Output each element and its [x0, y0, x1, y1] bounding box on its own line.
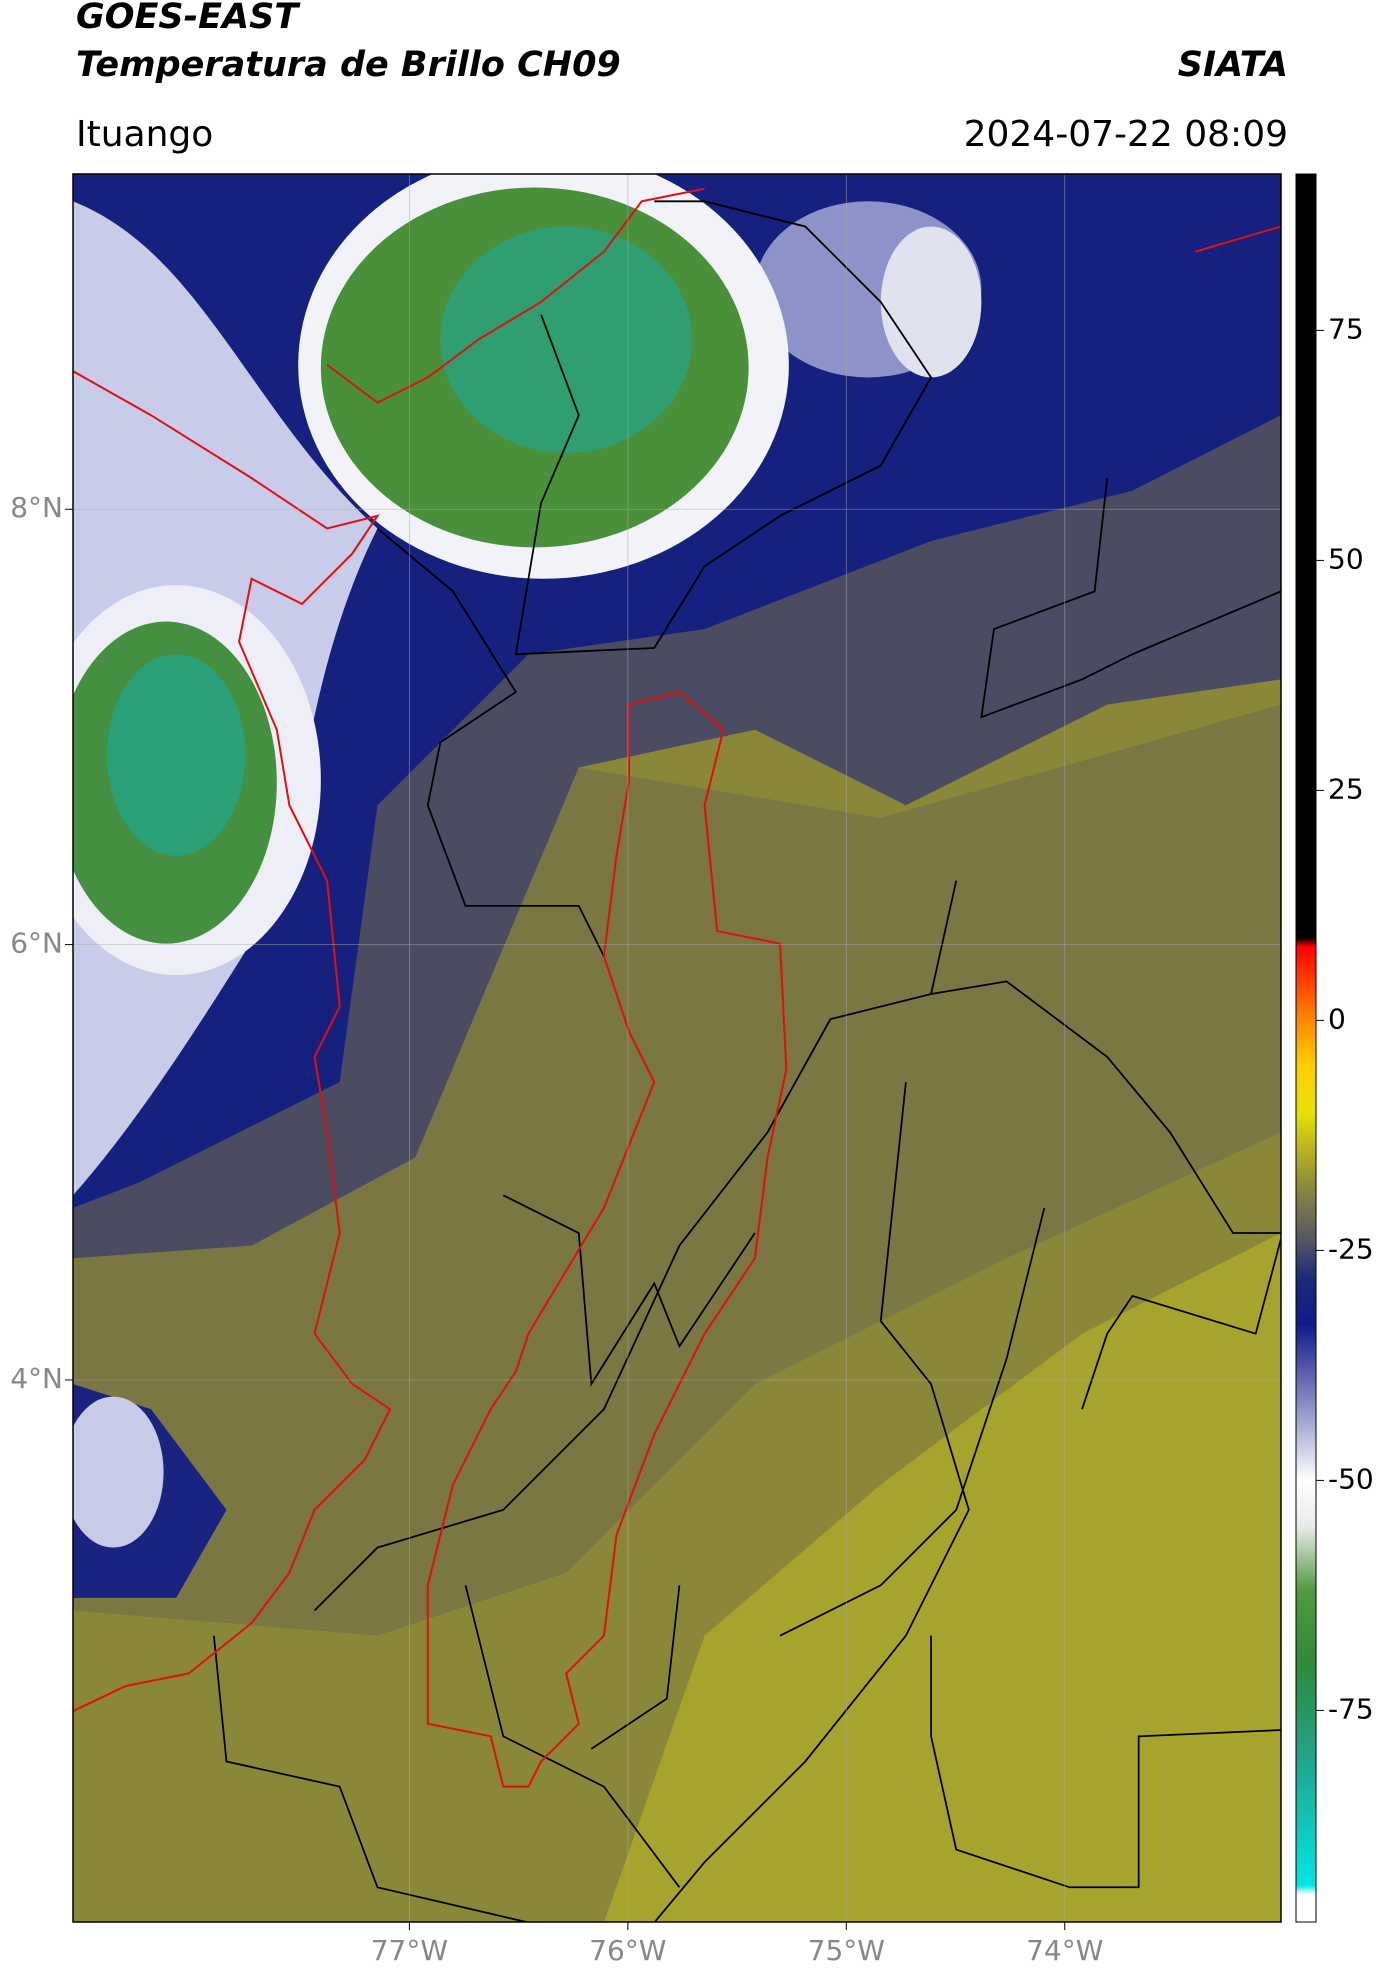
x-tick-label: 77°W: [371, 1934, 448, 1967]
map-frame: [72, 173, 1282, 1923]
x-tick-label: 76°W: [589, 1934, 666, 1967]
y-tick-label: 6°N: [10, 927, 63, 960]
colorbar-tick-label: -50: [1328, 1462, 1374, 1495]
brand: SIATA: [1178, 45, 1288, 85]
colorbar-tick-label: 75: [1328, 312, 1364, 345]
datetime: 2024-07-22 08:09: [964, 114, 1288, 155]
colorbar-tick-label: -75: [1328, 1692, 1374, 1725]
colorbar-tick-label: 0: [1328, 1002, 1346, 1035]
title: GOES-EAST: [76, 0, 301, 37]
colorbar-tick-label: 50: [1328, 542, 1364, 575]
y-tick-label: 8°N: [10, 491, 63, 524]
map-image: [73, 174, 1281, 1922]
colorbar-tick-label: 25: [1328, 772, 1364, 805]
y-tick-label: 4°N: [10, 1362, 63, 1395]
location: Ituango: [76, 114, 213, 155]
colorbar-tick-label: -25: [1328, 1232, 1374, 1265]
x-tick-label: 74°W: [1026, 1934, 1103, 1967]
subtitle: Temperatura de Brillo CH09: [76, 45, 621, 85]
x-tick-label: 75°W: [808, 1934, 885, 1967]
grid: [73, 174, 1281, 1922]
colorbar: [1295, 173, 1317, 1923]
